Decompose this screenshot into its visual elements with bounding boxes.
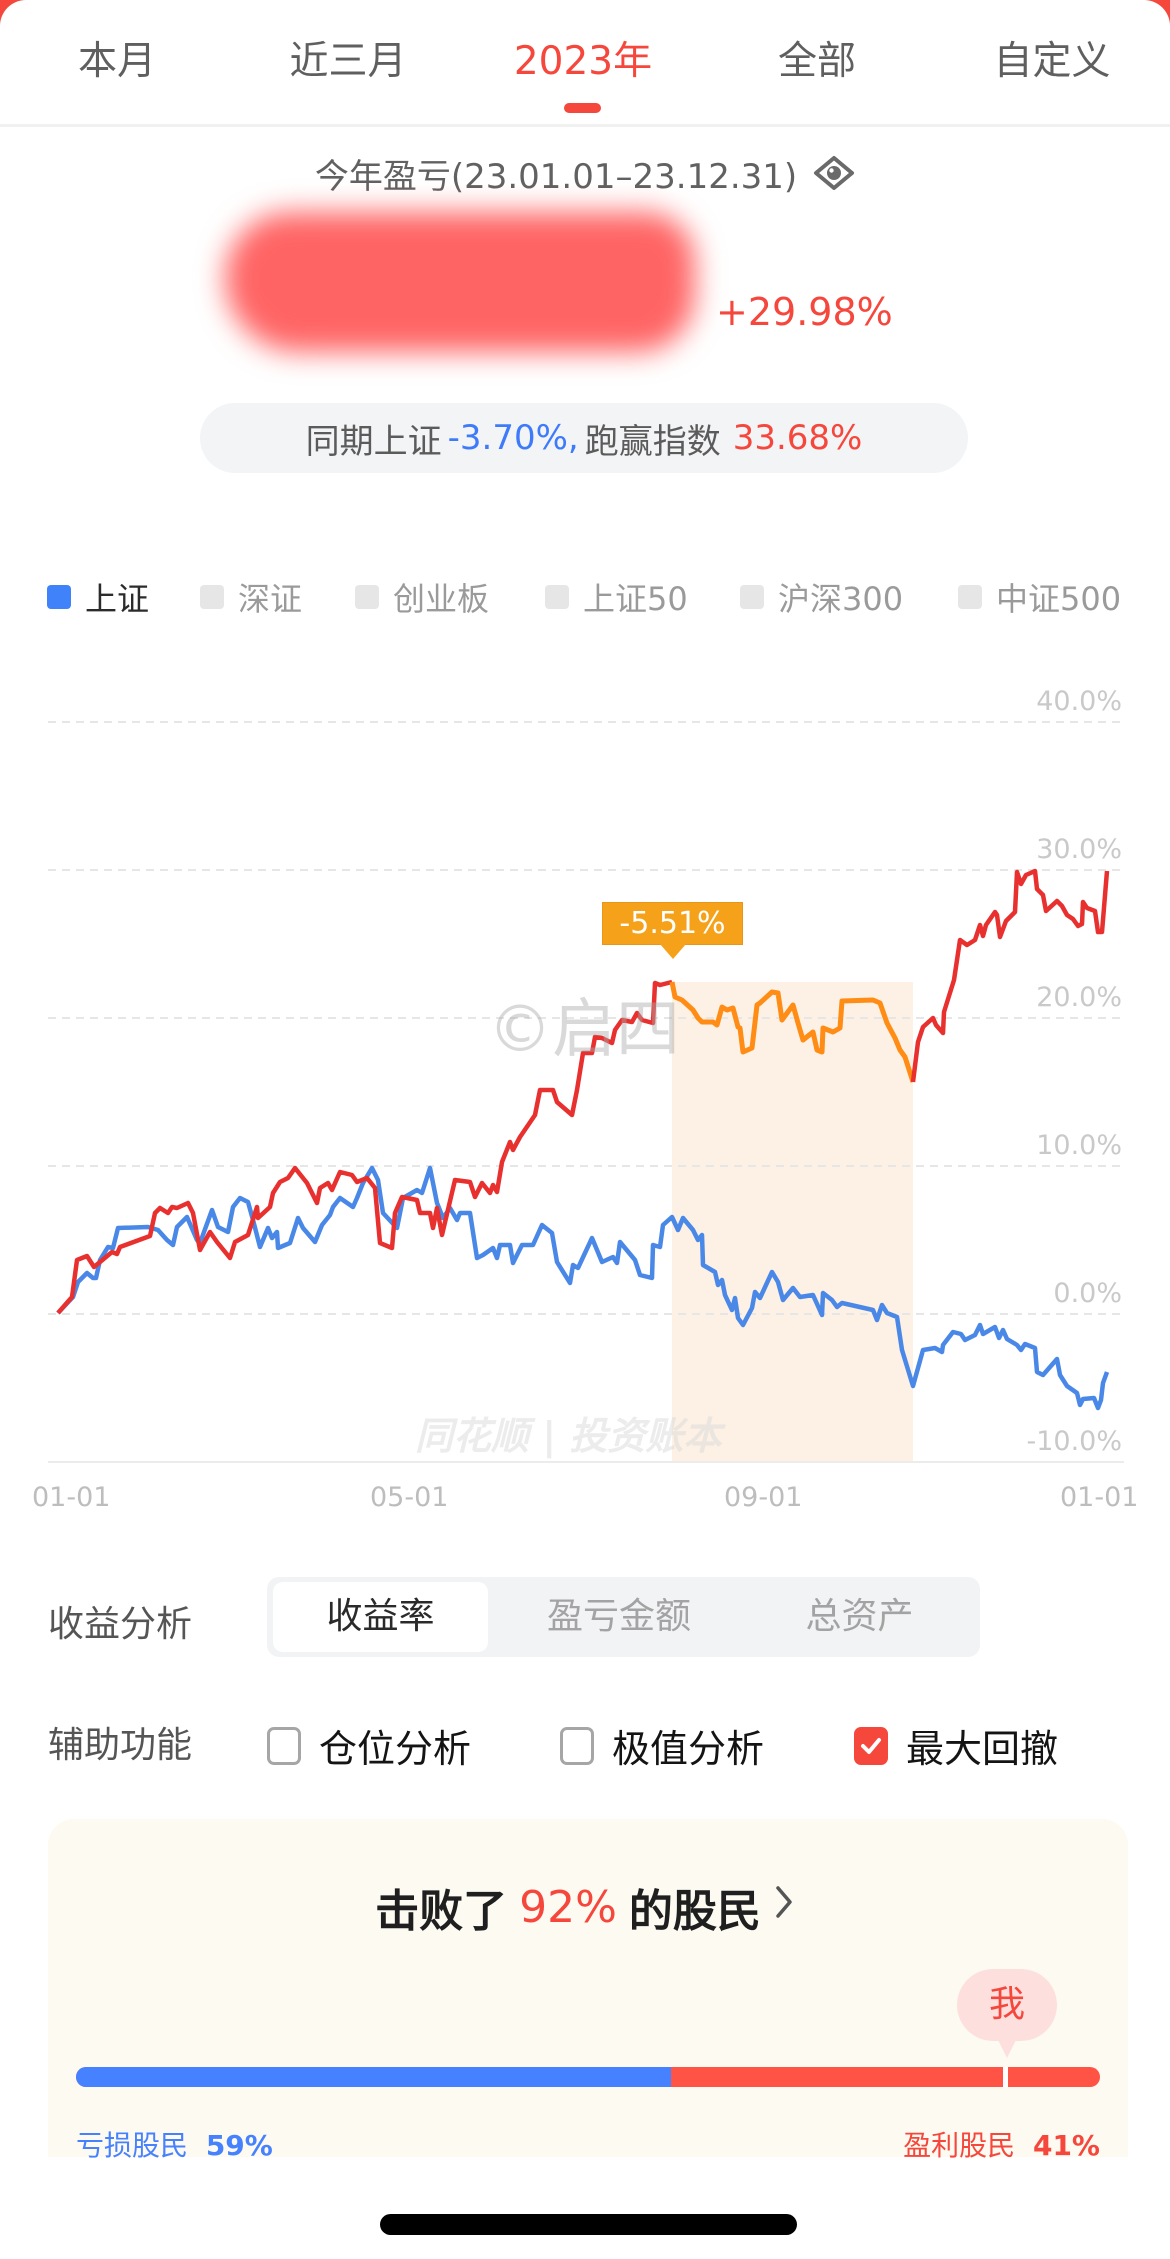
y-tick-label: 0.0% xyxy=(1053,1278,1122,1309)
ranking-suffix: 的股民 xyxy=(628,1886,761,1937)
portfolio-line-after xyxy=(910,868,1110,1083)
chart-canvas xyxy=(48,721,1124,1463)
legend-item-sse50[interactable]: 上证50 xyxy=(545,575,688,619)
extreme-analysis-checkbox[interactable]: 极值分析 xyxy=(560,1718,764,1773)
y-tick-label: 40.0% xyxy=(1036,686,1122,717)
ranking-percent: 92% xyxy=(519,1881,617,1933)
drawdown-line xyxy=(669,981,916,1083)
win-label-text: 盈利股民 xyxy=(903,2129,1016,2162)
y-tick-label: -10.0% xyxy=(1026,1426,1122,1457)
y-tick-label: 30.0% xyxy=(1036,834,1122,865)
x-tick-label: 05-01 xyxy=(370,1482,449,1513)
legend-item-csi500[interactable]: 中证500 xyxy=(958,575,1121,619)
tab-last-three-months[interactable]: 近三月 xyxy=(289,39,407,84)
index-return: -3.70%, xyxy=(447,418,579,458)
legend-swatch xyxy=(958,585,982,609)
profit-investors-label: 盈利股民 41% xyxy=(903,2124,1100,2164)
x-tick-label: 01-01 xyxy=(1060,1482,1139,1513)
tooltip-pointer xyxy=(660,944,686,959)
max-drawdown-checkbox[interactable]: 最大回撤 xyxy=(854,1718,1058,1773)
me-marker-bubble: 我 xyxy=(957,1969,1057,2041)
win-pct: 41% xyxy=(1032,2129,1100,2162)
segment-return-rate[interactable]: 收益率 xyxy=(273,1582,488,1652)
chevron-right-icon xyxy=(773,1882,795,1933)
legend-item-shenzhen[interactable]: 深证 xyxy=(200,575,302,619)
tabs-divider xyxy=(0,124,1170,127)
legend-label: 上证 xyxy=(85,580,150,618)
legend-label: 沪深300 xyxy=(778,580,904,618)
tab-all[interactable]: 全部 xyxy=(777,39,857,84)
x-tick-label: 09-01 xyxy=(724,1482,803,1513)
position-analysis-checkbox[interactable]: 仓位分析 xyxy=(267,1718,471,1773)
legend-swatch xyxy=(355,585,379,609)
index-legend: 上证 深证 创业板 上证50 沪深300 中证500 xyxy=(0,575,1170,619)
tab-year-2023[interactable]: 2023年 xyxy=(513,39,653,84)
summary-title-row: 今年盈亏(23.01.01–23.12.31) xyxy=(0,148,1170,198)
legend-label: 创业板 xyxy=(393,580,490,618)
analysis-segmented-control: 收益率 盈亏金额 总资产 xyxy=(267,1577,980,1657)
ranking-card[interactable] xyxy=(48,1819,1128,2157)
beat-index-value: 33.68% xyxy=(732,418,863,458)
checkbox-label: 最大回撤 xyxy=(906,1727,1059,1771)
portfolio-line xyxy=(56,979,673,1315)
max-drawdown-tooltip: -5.51% xyxy=(602,902,743,945)
tab-custom[interactable]: 自定义 xyxy=(993,39,1111,84)
eye-icon[interactable] xyxy=(813,152,855,194)
legend-swatch xyxy=(200,585,224,609)
copyright-watermark: ©启四 xyxy=(488,993,680,1067)
investor-distribution-bar xyxy=(76,2067,1100,2087)
summary-title: 今年盈亏(23.01.01–23.12.31) xyxy=(314,156,798,197)
legend-label: 深证 xyxy=(238,580,303,618)
legend-swatch xyxy=(740,585,764,609)
x-tick-label: 01-01 xyxy=(32,1482,111,1513)
return-chart[interactable]: 40.0% 30.0% 20.0% 10.0% 0.0% -10.0% 01-0… xyxy=(0,0,1170,1540)
me-position-marker xyxy=(1003,2067,1008,2087)
beat-index-label: 跑赢指数 xyxy=(584,421,721,462)
legend-label: 上证50 xyxy=(583,580,688,618)
tab-this-month[interactable]: 本月 xyxy=(77,39,157,84)
index-compare-pill: 同期上证 -3.70%, 跑赢指数 33.68% xyxy=(200,403,968,473)
me-marker-pointer xyxy=(998,2040,1016,2058)
legend-item-chinext[interactable]: 创业板 xyxy=(355,575,489,619)
ranking-prefix: 击败了 xyxy=(375,1886,508,1937)
loss-segment xyxy=(76,2067,671,2087)
y-tick-label: 10.0% xyxy=(1036,1130,1122,1161)
aux-label: 辅助功能 xyxy=(48,1725,193,1766)
home-indicator[interactable] xyxy=(380,2214,797,2235)
hidden-profit-amount xyxy=(225,212,695,352)
compare-prefix: 同期上证 xyxy=(305,421,442,462)
analysis-label: 收益分析 xyxy=(48,1604,193,1645)
legend-label: 中证500 xyxy=(996,580,1122,618)
loss-pct: 59% xyxy=(205,2129,273,2162)
profit-percent: +29.98% xyxy=(716,290,893,334)
segment-profit-amount[interactable]: 盈亏金额 xyxy=(546,1596,691,1637)
legend-swatch xyxy=(545,585,569,609)
active-tab-indicator xyxy=(564,103,601,113)
legend-item-shanghai[interactable]: 上证 xyxy=(47,575,149,619)
loss-label-text: 亏损股民 xyxy=(76,2129,189,2162)
y-tick-label: 20.0% xyxy=(1036,982,1122,1013)
drawdown-shading xyxy=(672,982,913,1462)
checkbox-label: 仓位分析 xyxy=(319,1727,472,1771)
ranking-title[interactable]: 击败了 92% 的股民 xyxy=(0,1875,1170,1939)
legend-item-csi300[interactable]: 沪深300 xyxy=(740,575,903,619)
index-line xyxy=(56,1165,1110,1411)
brand-watermark: 同花顺 | 投资账本 xyxy=(415,1414,722,1458)
checkbox-checked-icon xyxy=(854,1726,888,1765)
segment-total-assets[interactable]: 总资产 xyxy=(805,1596,914,1637)
period-tabs: 本月 近三月 2023年 全部 自定义 xyxy=(0,30,1170,94)
checkbox-unchecked-icon xyxy=(267,1726,301,1765)
loss-investors-label: 亏损股民 59% xyxy=(76,2124,273,2164)
legend-swatch xyxy=(47,585,71,609)
checkbox-label: 极值分析 xyxy=(612,1727,765,1771)
checkbox-unchecked-icon xyxy=(560,1726,594,1765)
